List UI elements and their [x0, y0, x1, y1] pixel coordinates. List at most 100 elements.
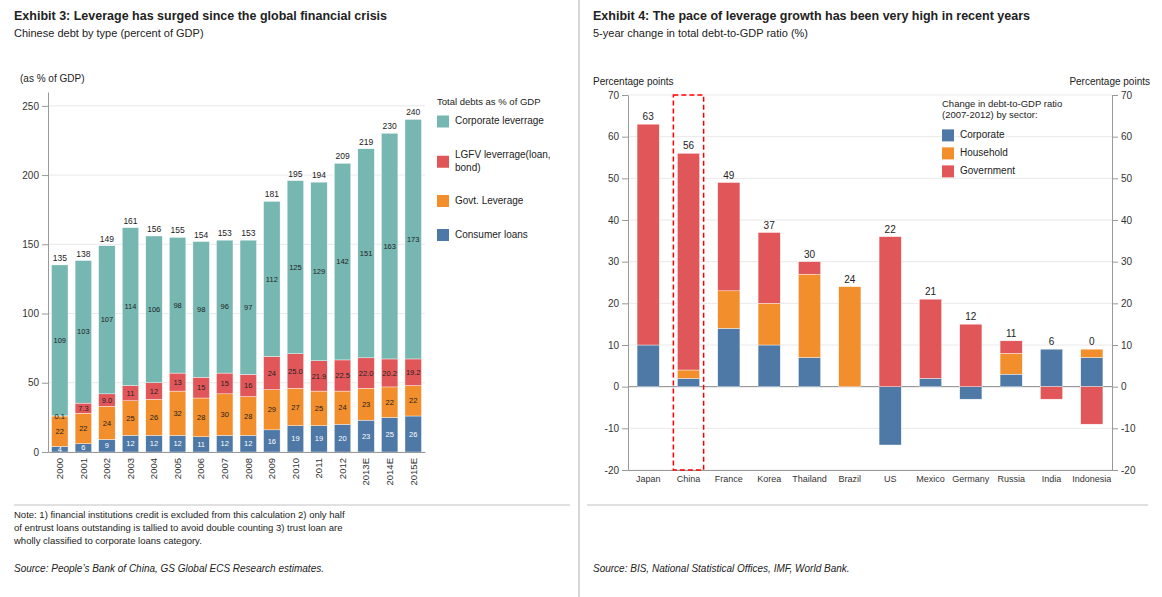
text-line: Consumer loans: [455, 229, 528, 240]
tick-mark: [622, 220, 628, 221]
tick-mark: [1112, 220, 1118, 221]
tick-label: US: [884, 474, 897, 484]
bar-segment: [99, 440, 115, 452]
legend-label: Govt. Leverage: [455, 195, 524, 206]
total-label: 138: [76, 249, 90, 259]
total-label: 195: [288, 169, 302, 179]
total-label: 24: [844, 274, 856, 285]
data-label: 26: [409, 430, 417, 439]
bar-segment: [334, 391, 350, 424]
bar-segment: [798, 274, 820, 357]
tick-label: 200: [22, 170, 39, 181]
data-label: 25.0: [288, 367, 303, 376]
tick-mark: [622, 387, 628, 388]
data-label: 98: [173, 301, 181, 310]
total-label: 12: [965, 311, 977, 322]
x-tick: 2002: [101, 452, 112, 479]
data-label: 22.5: [335, 371, 350, 380]
tick-label: 2001: [78, 458, 89, 479]
tick-label: -10: [1121, 423, 1136, 434]
bar-segment: [758, 233, 780, 304]
text-line: bond): [455, 162, 481, 173]
x-axis-line: [629, 470, 1113, 471]
bar-segment: [146, 399, 162, 435]
bar-segment: [839, 386, 861, 387]
y2-axis-tick: 10: [1112, 340, 1133, 351]
series-bars: [637, 124, 1103, 424]
x-axis: JapanChinaFranceKoreaThailandBrazilUSMex…: [629, 470, 1113, 484]
bars: [52, 119, 422, 452]
x-tick: 2012: [337, 452, 348, 479]
tick-label: 150: [22, 239, 39, 250]
bar-segment: [193, 398, 209, 437]
tick-label: 40: [1121, 215, 1133, 226]
bar-segment: [75, 413, 91, 443]
tick-label: Japan: [636, 474, 661, 484]
text-line: Corporate: [960, 129, 1005, 140]
tick-mark: [1112, 470, 1118, 471]
total-label: 230: [383, 121, 397, 131]
series-bars: [637, 328, 1103, 445]
x-tick: 2006: [195, 452, 206, 479]
y2-axis-tick: 50: [1112, 173, 1133, 184]
bar-segment: [1081, 358, 1103, 387]
legend-swatch: [437, 116, 449, 128]
y-axis-tick: 150: [22, 239, 48, 250]
data-label: 9: [105, 441, 109, 450]
data-label: 12: [126, 439, 134, 448]
tick-label: India: [1042, 474, 1062, 484]
tick-label: 2005: [172, 458, 183, 479]
data-label: 20.2: [382, 369, 397, 378]
x-tick: 2001: [78, 452, 89, 479]
bar-segment: [99, 394, 115, 406]
total-label: 209: [335, 151, 349, 161]
bar-segment: [334, 163, 350, 360]
tick-label: 20: [1121, 298, 1133, 309]
grid-line: [628, 220, 1112, 221]
y-axis-tick: 20: [608, 298, 628, 309]
total-label: 135: [53, 253, 67, 263]
bar-segment: [99, 246, 115, 394]
bar-segment: [169, 391, 185, 435]
x-axis-line: [49, 452, 426, 453]
data-label: 16: [244, 381, 252, 390]
bar-segment: [193, 242, 209, 378]
x-tick: France: [715, 470, 743, 484]
y-axis-tick: 50: [608, 173, 628, 184]
tick-label: Thailand: [792, 474, 827, 484]
y-axis-tick: 40: [608, 215, 628, 226]
x-tick: Japan: [636, 470, 661, 484]
x-tick: 2010: [290, 452, 301, 479]
tick-label: 70: [1121, 90, 1133, 101]
data-label: 15: [221, 379, 229, 388]
y2-axis-label: Percentage points: [1069, 76, 1150, 87]
total-label: 30: [804, 249, 816, 260]
chart-subtitle: Chinese debt by type (percent of GDP): [14, 27, 204, 39]
tick-label: 2013E: [360, 458, 371, 485]
tick-mark: [622, 137, 628, 138]
y-axis-tick: 70: [608, 90, 628, 101]
data-label: 6: [81, 443, 85, 452]
tick-label: 30: [1121, 256, 1133, 267]
note: Note: 1) financial institutions credit i…: [14, 509, 345, 520]
x-tick: China: [677, 470, 701, 484]
y-axis-line: [628, 96, 629, 471]
data-label: 151: [360, 249, 373, 258]
x-tick: Russia: [997, 470, 1025, 484]
tick-label: 20: [608, 298, 620, 309]
text-line: Total debts as % of GDP: [437, 96, 541, 107]
data-label: 20: [338, 434, 346, 443]
bar-segment: [718, 183, 740, 291]
bar-segment: [358, 149, 374, 358]
data-label: 28: [244, 412, 252, 421]
bar-segment: [334, 424, 350, 452]
y-axis-label: (as % of GDP): [20, 73, 84, 84]
data-label: 22: [409, 396, 417, 405]
tick-mark: [622, 470, 628, 471]
total-label: 49: [723, 170, 735, 181]
highlight-box: [673, 95, 703, 470]
bar-segment: [169, 237, 185, 373]
bar-segment: [169, 373, 185, 391]
total-label: 219: [359, 137, 373, 147]
data-label: 103: [77, 327, 90, 336]
